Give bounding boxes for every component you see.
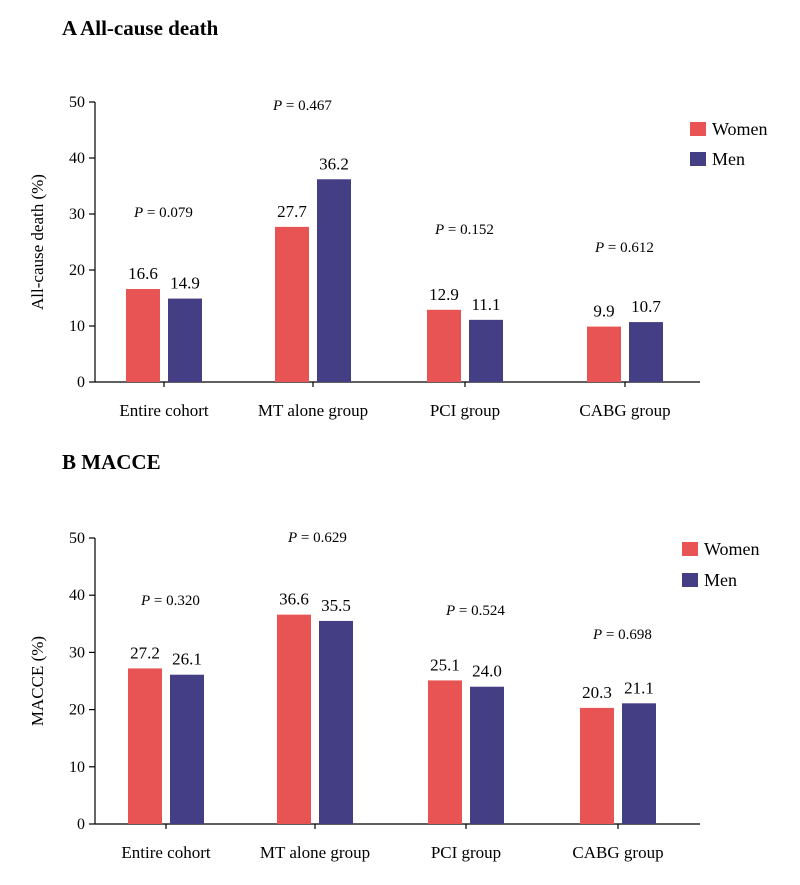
chart1-y-tick-label: 20: [69, 262, 85, 279]
chart1-value-label: 16.6: [128, 264, 158, 283]
chart2-bar-women: [277, 614, 311, 824]
chart1-value-label: 12.9: [429, 285, 459, 304]
chart1-y-tick-label: 50: [69, 94, 85, 111]
chart2-p-value: P = 0.524: [445, 603, 505, 619]
chart2-legend-label-women: Women: [704, 539, 760, 559]
chart2-value-label: 35.5: [321, 596, 351, 615]
chart2-bar-men: [470, 686, 504, 824]
chart2-bar-men: [170, 674, 204, 824]
chart1-value-label: 36.2: [319, 154, 349, 173]
chart1-legend-swatch-women: [690, 122, 706, 136]
chart1-bar-women: [427, 309, 461, 382]
chart1-value-label: 14.9: [170, 274, 200, 293]
chart2-x-tick-label: MT alone group: [260, 843, 370, 862]
chart2-y-tick-label: 20: [69, 702, 85, 719]
chart1-bar-women: [126, 289, 160, 382]
chart2-bar-men: [622, 703, 656, 824]
chart2-y-axis-label: MACCE (%): [28, 636, 47, 726]
chart1-title: A All-cause death: [62, 16, 219, 40]
chart2-bar-women: [428, 680, 462, 824]
chart1-value-label: 11.1: [471, 295, 500, 314]
chart1-legend-label-women: Women: [712, 119, 768, 139]
chart2-y-tick-label: 40: [69, 587, 85, 604]
chart2-value-label: 24.0: [472, 662, 502, 681]
chart1-p-value: P = 0.152: [434, 222, 494, 238]
chart2-value-label: 20.3: [582, 683, 612, 702]
chart1-p-value: P = 0.467: [272, 98, 332, 114]
chart1-y-tick-label: 30: [69, 206, 85, 223]
chart1-bar-women: [275, 226, 309, 382]
chart2-x-tick-label: CABG group: [572, 843, 663, 862]
chart2-legend-swatch-men: [682, 573, 698, 587]
chart2-p-value: P = 0.629: [287, 530, 347, 546]
chart1-bar-women: [587, 326, 621, 382]
chart2-value-label: 25.1: [430, 655, 460, 674]
chart1-p-value: P = 0.079: [133, 205, 193, 221]
chart2-y-tick-label: 10: [69, 759, 85, 776]
chart1-y-tick-label: 0: [77, 374, 85, 391]
chart1-value-label: 27.7: [277, 202, 307, 221]
chart1-x-tick-label: Entire cohort: [119, 401, 208, 420]
chart2-legend-label-men: Men: [704, 570, 737, 590]
chart2-x-tick-label: PCI group: [431, 843, 501, 862]
chart2-y-tick-label: 0: [77, 816, 85, 833]
chart2-value-label: 26.1: [172, 650, 202, 669]
chart2-y-tick-label: 50: [69, 530, 85, 547]
chart1-y-axis-label: All-cause death (%): [28, 174, 47, 310]
chart2-value-label: 27.2: [130, 643, 160, 662]
chart2-bar-men: [319, 620, 353, 824]
chart1-x-tick-label: MT alone group: [258, 401, 368, 420]
chart1-x-tick-label: CABG group: [579, 401, 670, 420]
chart2-p-value: P = 0.320: [140, 593, 200, 609]
chart1-legend-swatch-men: [690, 152, 706, 166]
chart1-x-tick-label: PCI group: [430, 401, 500, 420]
chart2-legend-swatch-women: [682, 542, 698, 556]
chart1-bar-men: [469, 319, 503, 382]
chart2-value-label: 21.1: [624, 678, 654, 697]
chart2-value-label: 36.6: [279, 590, 309, 609]
chart1-value-label: 9.9: [593, 302, 614, 321]
chart1-p-value: P = 0.612: [594, 240, 654, 256]
chart1-y-tick-label: 40: [69, 150, 85, 167]
chart1-bar-men: [629, 322, 663, 382]
chart2-bar-women: [580, 707, 614, 824]
chart1-value-label: 10.7: [631, 297, 661, 316]
chart1-y-tick-label: 10: [69, 318, 85, 335]
chart2-x-tick-label: Entire cohort: [121, 843, 210, 862]
chart2-p-value: P = 0.698: [592, 627, 652, 643]
chart2-bar-women: [128, 668, 162, 824]
chart1-bar-men: [168, 298, 202, 382]
chart2-title: B MACCE: [62, 450, 161, 474]
chart1-bar-men: [317, 179, 351, 382]
chart2-y-tick-label: 30: [69, 644, 85, 661]
chart1-legend-label-men: Men: [712, 149, 745, 169]
